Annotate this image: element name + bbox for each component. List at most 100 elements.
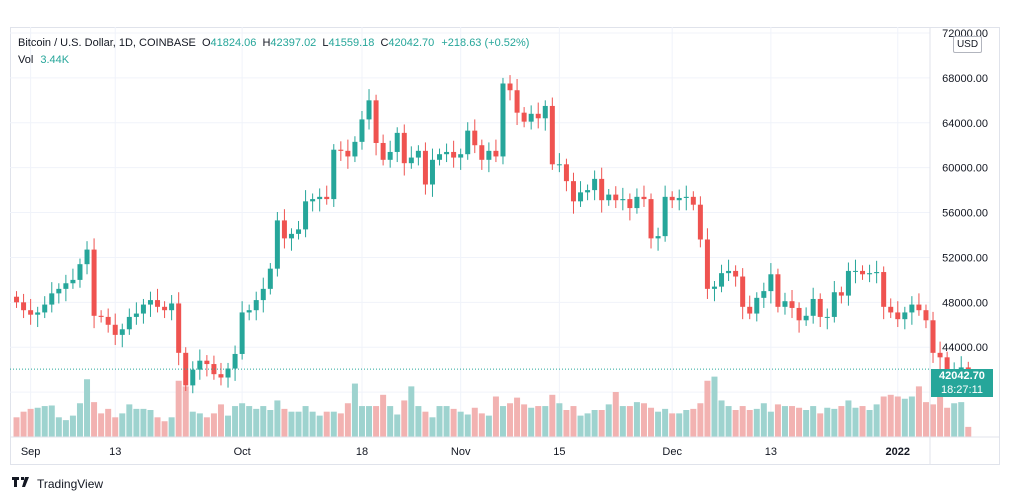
candle-body — [380, 142, 386, 160]
volume-bar — [640, 403, 647, 437]
candle-body — [317, 196, 323, 200]
volume-bar — [380, 394, 387, 437]
volume-bar — [443, 406, 450, 437]
candle-body — [740, 276, 746, 307]
candle-body — [796, 307, 802, 321]
volume-bar — [676, 413, 683, 437]
volume-bar — [98, 413, 105, 437]
footer[interactable]: TradingView — [12, 476, 103, 491]
candle-body — [56, 288, 62, 294]
candle-body — [204, 360, 210, 365]
candle-body — [592, 178, 598, 191]
candle-body — [155, 300, 161, 307]
candle-body — [147, 300, 153, 305]
volume-bar — [901, 398, 908, 437]
candle-body — [465, 130, 471, 155]
candle-body — [634, 196, 640, 209]
candle-body — [585, 190, 591, 193]
candle-body — [620, 199, 626, 201]
volume-bar — [48, 405, 55, 437]
volume-bar — [464, 414, 471, 437]
y-tick-label: 44000.00 — [942, 342, 988, 354]
candle-body — [937, 352, 943, 358]
candle-body — [98, 315, 104, 317]
candle-body — [338, 149, 344, 151]
volume-bar — [133, 408, 140, 437]
candle-body — [711, 286, 717, 289]
candle-body — [401, 132, 407, 164]
volume-bar — [337, 413, 344, 437]
candle-body — [429, 159, 435, 185]
volume-bar — [13, 417, 20, 437]
candle-body — [126, 316, 132, 330]
candle-body — [824, 316, 830, 318]
volume-bar — [344, 403, 351, 437]
x-tick-label: 15 — [553, 446, 565, 458]
y-tick-label: 64000.00 — [942, 118, 988, 130]
volume-bar — [246, 406, 253, 437]
candle-body — [613, 194, 619, 201]
legend-main-line: Bitcoin / U.S. Dollar, 1D, COINBASE O418… — [18, 35, 529, 52]
volume-bar — [619, 406, 626, 437]
volume-bar — [499, 406, 506, 437]
volume-bar — [824, 407, 831, 437]
volume-bar — [20, 411, 27, 437]
open-label: O — [201, 37, 211, 49]
volume-bar — [514, 397, 521, 437]
candle-body — [70, 279, 76, 284]
candle-body — [902, 312, 908, 320]
low-value: 41559.18 — [328, 37, 375, 49]
volume-bar — [34, 407, 41, 437]
candle-body — [556, 164, 562, 166]
candle-body — [232, 353, 238, 369]
candle-body — [683, 196, 689, 198]
volume-bar — [358, 406, 365, 437]
candle-body — [35, 312, 41, 315]
candle-body — [366, 100, 372, 120]
volume-bar — [485, 415, 492, 437]
candle-body — [415, 150, 421, 158]
volume-bar — [288, 411, 295, 437]
volume-bar — [944, 407, 951, 437]
candle-body — [965, 367, 971, 370]
candle-body — [486, 150, 492, 160]
close-label: C — [380, 37, 389, 49]
volume-bar — [267, 410, 274, 437]
candle-body — [944, 357, 950, 374]
volume-bar — [922, 402, 929, 437]
y-tick-label: 68000.00 — [942, 73, 988, 85]
candle-body — [916, 304, 922, 311]
volume-bar — [217, 404, 224, 437]
candle-body — [105, 316, 111, 325]
volume-bar — [422, 411, 429, 437]
currency-button[interactable]: USD — [953, 36, 982, 53]
volume-bar — [542, 406, 549, 437]
candle-body — [42, 304, 48, 313]
candlestick-chart[interactable]: 40000.0044000.0048000.0052000.0056000.00… — [10, 27, 1000, 465]
candle-body — [521, 112, 527, 122]
volume-bar — [309, 411, 316, 437]
candle-body — [676, 197, 682, 201]
candle-body — [162, 306, 168, 311]
volume-bar — [626, 406, 633, 437]
symbol-title[interactable]: Bitcoin / U.S. Dollar, 1D, COINBASE — [18, 37, 196, 49]
countdown-tag: 18:27:11 — [931, 383, 993, 397]
x-tick-label: 2022 — [886, 446, 910, 458]
low-label: L — [322, 37, 329, 49]
candle-body — [662, 196, 668, 237]
volume-bar — [351, 383, 358, 437]
candle-body — [930, 320, 936, 353]
volume-bar — [887, 394, 894, 437]
candle-body — [563, 164, 569, 182]
candle-body — [817, 298, 823, 317]
candle-body — [874, 272, 880, 274]
candle-body — [754, 297, 760, 314]
volume-bar — [55, 417, 62, 437]
candle-body — [239, 312, 245, 354]
legend-volume-line: Vol 3.44K — [18, 52, 529, 69]
volume-bar — [690, 408, 697, 437]
volume-bar — [908, 396, 915, 437]
x-tick-label: 13 — [109, 446, 121, 458]
volume-label[interactable]: Vol — [18, 54, 34, 66]
candle-body — [253, 300, 259, 311]
